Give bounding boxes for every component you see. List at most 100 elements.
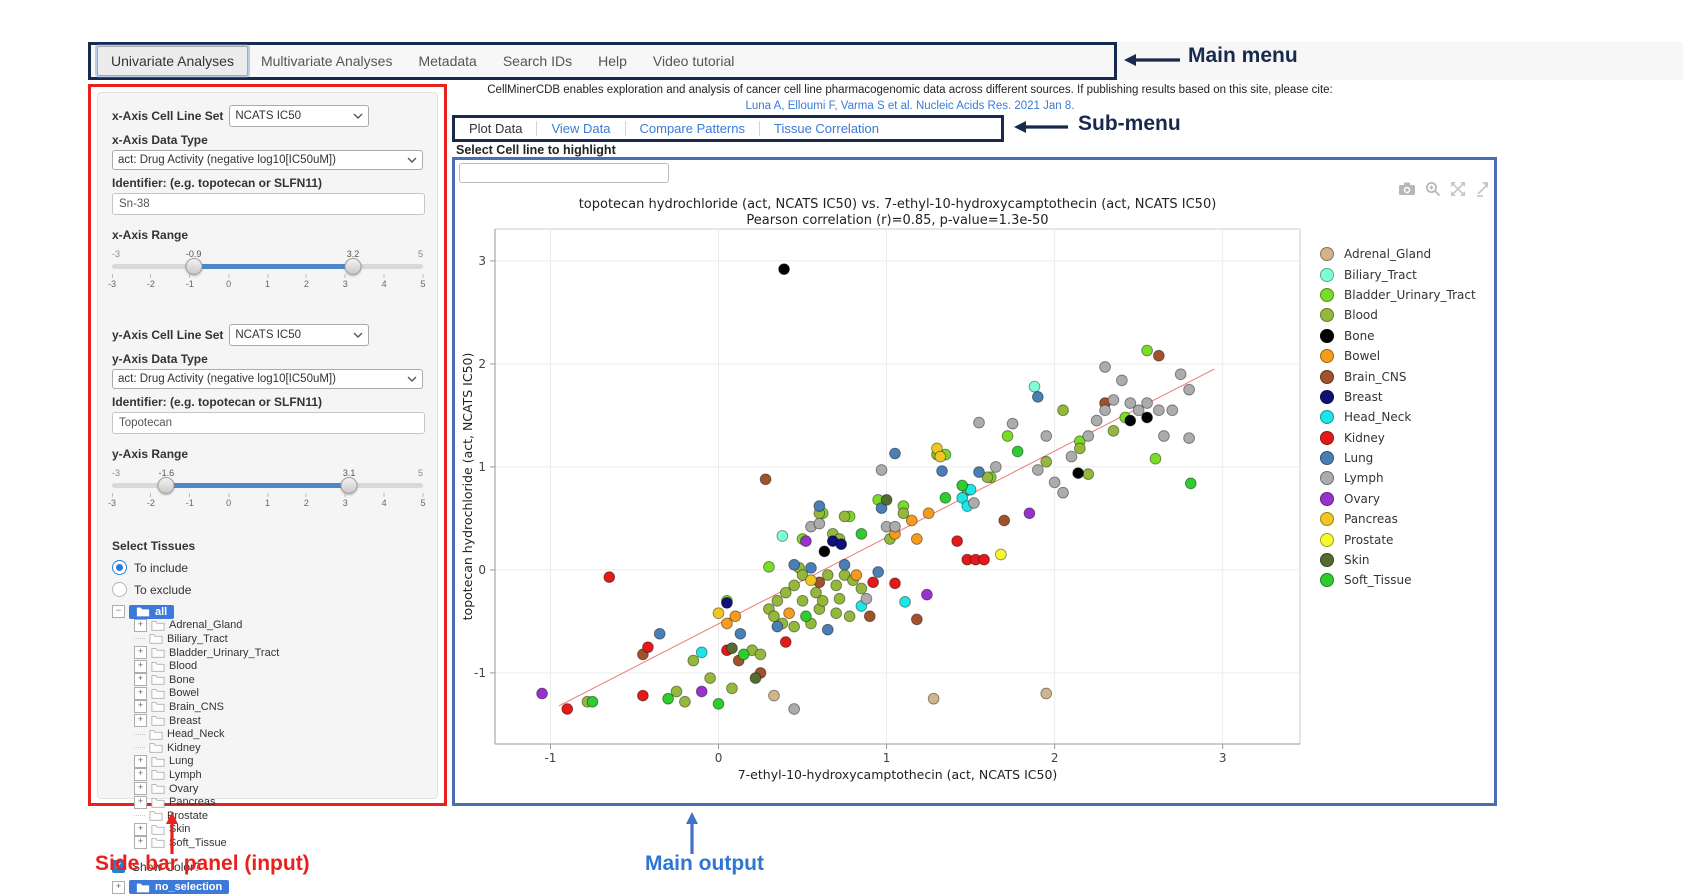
y-range-slider[interactable]: -3 5 -1.6 3.1 -3 -2 -1 0 1 2 3 4 5 bbox=[108, 468, 426, 517]
scatter-point-kidney[interactable] bbox=[889, 577, 901, 590]
legend-item-prostate[interactable]: Prostate bbox=[1320, 529, 1476, 549]
tree-item-prostate[interactable]: Prostate bbox=[134, 809, 423, 823]
scatter-point-bowel[interactable] bbox=[905, 514, 918, 527]
autoscale-icon[interactable] bbox=[1450, 181, 1466, 197]
slider-handle-from[interactable] bbox=[157, 477, 175, 494]
scatter-point-lymph[interactable] bbox=[1132, 404, 1145, 417]
legend-item-soft-tissue[interactable]: Soft_Tissue bbox=[1320, 570, 1476, 590]
scatter-point-bladder-urinary-tract[interactable] bbox=[1001, 430, 1014, 442]
tree-item-soft-tissue[interactable]: + Soft_Tissue bbox=[134, 836, 423, 850]
tree-item-skin[interactable]: + Skin bbox=[134, 822, 423, 837]
scatter-point-lymph[interactable] bbox=[889, 520, 901, 533]
scatter-point-lymph[interactable] bbox=[1116, 374, 1128, 387]
scatter-point-lung[interactable] bbox=[875, 502, 888, 514]
scatter-point-blood[interactable] bbox=[838, 510, 851, 523]
x-identifier-input[interactable] bbox=[112, 193, 425, 215]
scatter-point-blood[interactable] bbox=[1057, 404, 1069, 417]
scatter-point-brain-cns[interactable] bbox=[1152, 349, 1165, 362]
scatter-point-kidney[interactable] bbox=[779, 636, 792, 648]
scatter-point-skin[interactable] bbox=[726, 642, 738, 655]
scatter-point-lung[interactable] bbox=[653, 627, 666, 640]
scatter-point-lymph[interactable] bbox=[1065, 450, 1078, 463]
scatter-point-bowel[interactable] bbox=[783, 607, 795, 620]
legend-item-skin[interactable]: Skin bbox=[1320, 550, 1476, 570]
scatter-point-bowel[interactable] bbox=[922, 507, 935, 520]
legend-item-blood[interactable]: Blood bbox=[1320, 305, 1476, 325]
camera-icon[interactable] bbox=[1398, 181, 1416, 197]
scatter-point-pancreas[interactable] bbox=[805, 574, 817, 587]
scatter-point-lymph[interactable] bbox=[1031, 464, 1044, 476]
scatter-point-soft-tissue[interactable] bbox=[1011, 445, 1024, 458]
expand-icon[interactable]: + bbox=[134, 754, 147, 768]
legend-item-bladder-urinary-tract[interactable]: Bladder_Urinary_Tract bbox=[1320, 285, 1476, 305]
scatter-point-bowel[interactable] bbox=[729, 610, 742, 623]
scatter-point-lymph[interactable] bbox=[1006, 417, 1019, 430]
expand-icon[interactable]: + bbox=[112, 880, 125, 894]
expand-icon[interactable]: + bbox=[134, 659, 147, 673]
slider-handle-from[interactable] bbox=[185, 258, 203, 275]
expand-icon[interactable]: + bbox=[134, 795, 147, 809]
scatter-point-blood[interactable] bbox=[830, 607, 843, 620]
scatter-point-lung[interactable] bbox=[734, 627, 747, 640]
tree-item-all[interactable]: − all bbox=[112, 604, 423, 619]
menu-item-multivariate-analyses[interactable]: Multivariate Analyses bbox=[260, 53, 393, 69]
expand-icon[interactable]: + bbox=[134, 686, 147, 700]
x-range-slider[interactable]: -3 5 -0.9 3.2 -3 -2 -1 0 1 2 3 4 5 bbox=[108, 249, 426, 298]
scatter-point-lung[interactable] bbox=[805, 562, 817, 574]
scatter-point-soft-tissue[interactable] bbox=[662, 692, 674, 705]
scatter-point-blood[interactable] bbox=[768, 610, 780, 623]
expand-icon[interactable]: + bbox=[134, 700, 147, 714]
scatter-point-bone[interactable] bbox=[818, 545, 831, 558]
scatter-point-blood[interactable] bbox=[1082, 468, 1095, 480]
collapse-icon[interactable]: − bbox=[112, 605, 125, 619]
scatter-point-blood[interactable] bbox=[897, 507, 910, 520]
slider-handle-to[interactable] bbox=[340, 477, 358, 494]
submenu-item-plot-data[interactable]: Plot Data bbox=[469, 121, 523, 136]
scatter-point-soft-tissue[interactable] bbox=[800, 610, 812, 623]
scatter-point-brain-cns[interactable] bbox=[863, 610, 876, 623]
scatter-point-adrenal-gland[interactable] bbox=[927, 692, 940, 705]
show-color-checkbox[interactable]: ✓ bbox=[112, 860, 125, 874]
scatter-point-head-neck[interactable] bbox=[899, 596, 911, 608]
reset-axes-icon[interactable] bbox=[1475, 181, 1491, 197]
scatter-point-kidney[interactable] bbox=[603, 571, 616, 583]
scatter-point-breast[interactable] bbox=[835, 538, 848, 551]
submenu-item-tissue-correlation[interactable]: Tissue Correlation bbox=[759, 121, 893, 136]
scatter-point-lymph[interactable] bbox=[875, 464, 888, 476]
scatter-point-blood[interactable] bbox=[726, 682, 738, 695]
scatter-point-blood[interactable] bbox=[779, 586, 792, 599]
legend-item-kidney[interactable]: Kidney bbox=[1320, 428, 1476, 448]
menu-item-metadata[interactable]: Metadata bbox=[418, 53, 477, 69]
scatter-point-lymph[interactable] bbox=[1048, 476, 1061, 489]
scatter-point-ovary[interactable] bbox=[1023, 507, 1036, 520]
scatter-point-lymph[interactable] bbox=[788, 703, 800, 715]
scatter-point-bladder-urinary-tract[interactable] bbox=[1149, 452, 1162, 465]
scatter-point-ovary[interactable] bbox=[695, 685, 708, 698]
menu-item-help[interactable]: Help bbox=[598, 53, 627, 69]
scatter-point-ovary[interactable] bbox=[536, 687, 548, 700]
scatter-point-blood[interactable] bbox=[1040, 455, 1053, 468]
scatter-point-biliary-tract[interactable] bbox=[1028, 380, 1041, 393]
y-cell-line-set-select[interactable]: NCATS IC50 bbox=[229, 324, 370, 346]
scatter-point-lymph[interactable] bbox=[860, 592, 873, 605]
expand-icon[interactable]: + bbox=[134, 822, 147, 836]
scatter-point-lymph[interactable] bbox=[1124, 397, 1137, 409]
scatter-point-bone[interactable] bbox=[1141, 411, 1153, 424]
x-cell-line-set-select[interactable]: NCATS IC50 bbox=[229, 105, 370, 127]
scatter-point-blood[interactable] bbox=[830, 579, 843, 592]
scatter-point-kidney[interactable] bbox=[561, 703, 574, 715]
scatter-point-lung[interactable] bbox=[872, 566, 885, 578]
scatter-point-blood[interactable] bbox=[754, 648, 767, 661]
cell-line-highlight-input[interactable] bbox=[459, 163, 669, 183]
scatter-point-lymph[interactable] bbox=[1174, 368, 1187, 381]
menu-item-video-tutorial[interactable]: Video tutorial bbox=[652, 53, 735, 69]
scatter-point-lymph[interactable] bbox=[1099, 361, 1111, 373]
scatter-point-lymph[interactable] bbox=[1152, 404, 1165, 417]
scatter-point-blood[interactable] bbox=[771, 594, 784, 607]
scatter-point-bone[interactable] bbox=[1072, 467, 1085, 479]
scatter-point-blood[interactable] bbox=[821, 569, 834, 581]
scatter-point-bowel[interactable] bbox=[910, 533, 923, 545]
scatter-point-lymph[interactable] bbox=[968, 497, 980, 509]
scatter-point-lung[interactable] bbox=[889, 447, 901, 460]
scatter-point-blood[interactable] bbox=[1073, 442, 1086, 455]
